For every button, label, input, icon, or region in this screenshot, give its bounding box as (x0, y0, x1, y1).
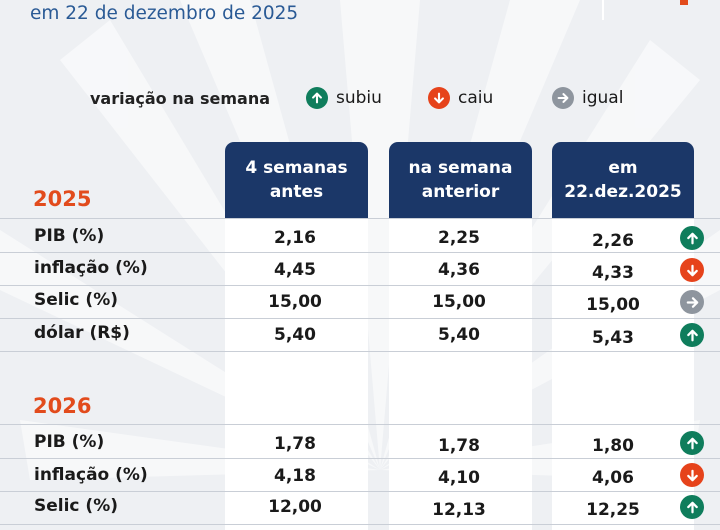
row-divider (0, 351, 720, 352)
cell-value: 12,00 (268, 497, 322, 517)
row-divider (0, 524, 720, 525)
column-body (225, 218, 368, 530)
row-divider (0, 424, 720, 425)
arrow-up-icon (680, 323, 704, 347)
arrow-up-icon (680, 495, 704, 519)
cell-value: 1,78 (274, 434, 316, 454)
legend-down-label: caiu (458, 88, 494, 108)
legend-down: caiu (428, 87, 493, 109)
row-divider (0, 318, 720, 319)
cell-value: 2,25 (438, 228, 480, 248)
cell-value: 4,33 (592, 263, 634, 283)
column-header-label: em 22.dez.2025 (564, 158, 682, 202)
cell-value: 12,13 (432, 500, 486, 520)
arrow-right-icon (680, 290, 704, 314)
row-label: dólar (R$) (34, 323, 130, 343)
column-header-4-weeks: 4 semanas antes (225, 142, 368, 218)
row-divider (0, 252, 720, 253)
column-body (389, 218, 532, 530)
cell-value: 4,36 (438, 260, 480, 280)
cell-value: 2,26 (592, 231, 634, 251)
row-label: Selic (%) (34, 290, 118, 310)
cell-value: 5,40 (274, 325, 316, 345)
legend-title: variação na semana (90, 89, 271, 108)
legend-eq-label: igual (582, 88, 624, 108)
brand-mark (680, 0, 688, 5)
row-label: PIB (%) (34, 432, 105, 452)
column-header-label: 4 semanas antes (245, 158, 348, 202)
cell-value: 15,00 (268, 292, 322, 312)
arrow-up-icon (680, 431, 704, 455)
arrow-right-icon (552, 87, 574, 109)
column-header-label: na semana anterior (408, 158, 513, 202)
arrow-up-icon (306, 87, 328, 109)
column-body (552, 218, 694, 530)
cell-value: 12,25 (586, 500, 640, 520)
year-heading: 2025 (33, 187, 92, 211)
cell-value: 5,40 (438, 325, 480, 345)
row-divider (0, 491, 720, 492)
legend-eq: igual (552, 87, 623, 109)
cell-value: 4,06 (592, 468, 634, 488)
year-heading: 2026 (33, 394, 92, 418)
cell-value: 5,43 (592, 328, 634, 348)
cell-value: 2,16 (274, 228, 316, 248)
page-subtitle: em 22 de dezembro de 2025 (30, 3, 299, 24)
cell-value: 15,00 (432, 292, 486, 312)
row-label: inflação (%) (34, 258, 148, 278)
cell-value: 1,80 (592, 436, 634, 456)
column-header-current: em 22.dez.2025 (552, 142, 694, 218)
arrow-down-icon (680, 463, 704, 487)
cell-value: 1,78 (438, 436, 480, 456)
row-divider (0, 285, 720, 286)
arrow-up-icon (680, 226, 704, 250)
cell-value: 15,00 (586, 295, 640, 315)
divider-line (602, 0, 604, 20)
arrow-down-icon (428, 87, 450, 109)
row-label: inflação (%) (34, 465, 148, 485)
column-header-previous-week: na semana anterior (389, 142, 532, 218)
row-label: PIB (%) (34, 226, 105, 246)
cell-value: 4,45 (274, 260, 316, 280)
cell-value: 4,10 (438, 468, 480, 488)
legend-up-label: subiu (336, 88, 382, 108)
cell-value: 4,18 (274, 466, 316, 486)
arrow-down-icon (680, 258, 704, 282)
row-divider (0, 218, 720, 219)
row-label: Selic (%) (34, 496, 118, 516)
row-divider (0, 458, 720, 459)
legend-up: subiu (306, 87, 382, 109)
